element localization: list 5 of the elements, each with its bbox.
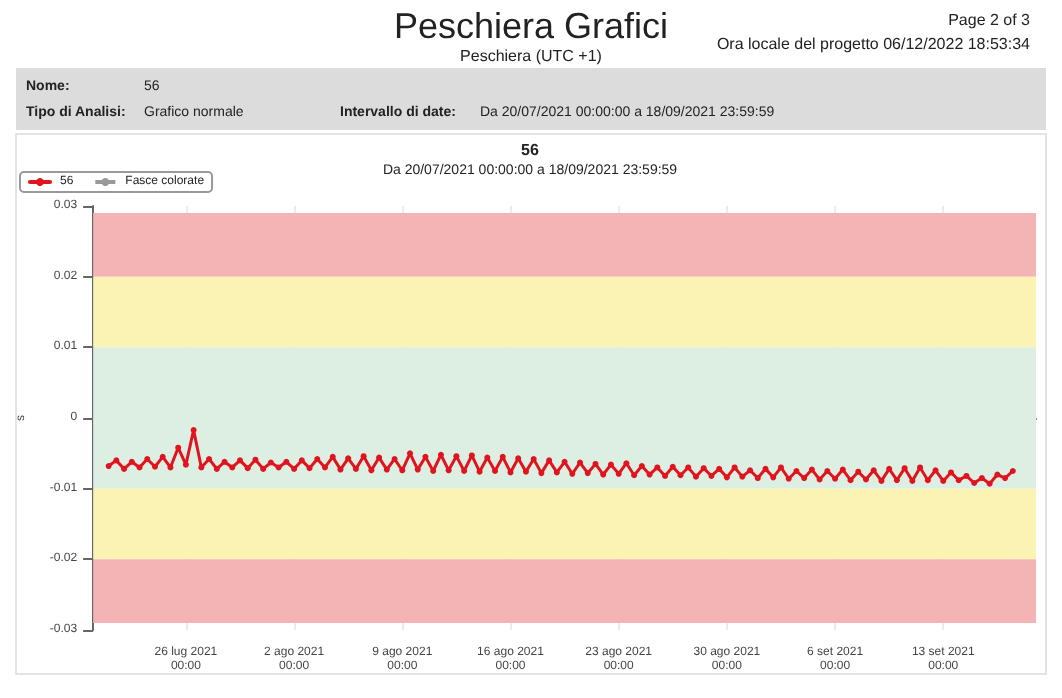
text: 56 [521,141,540,159]
text: Ora locale del progetto 06/12/2022 18:53:34 [716,35,1032,53]
chart-title: Peschiera Grafici [393,6,669,46]
chart-subtitle: Peschiera (UTC +1) [460,47,603,65]
text: Page 2 of 3 [948,11,1032,29]
